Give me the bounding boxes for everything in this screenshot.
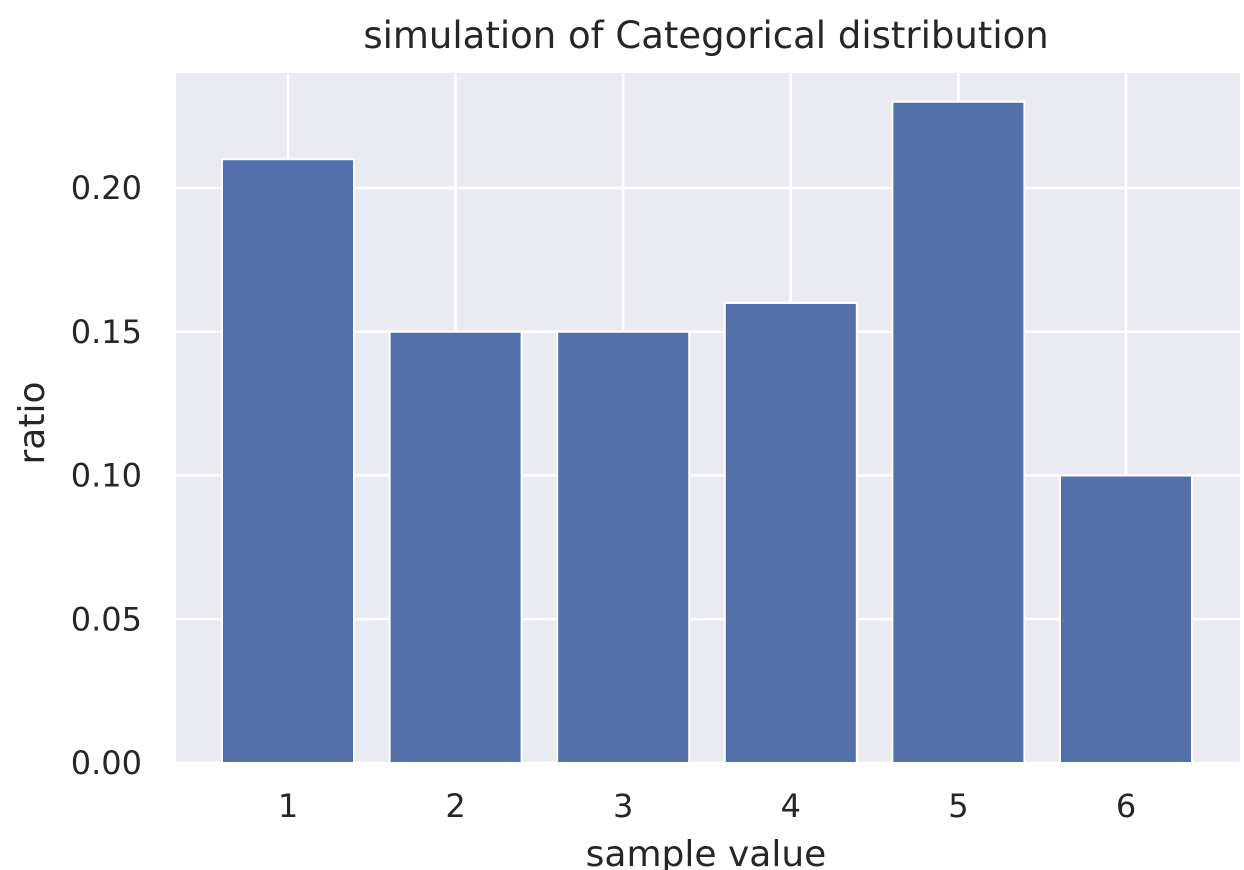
x-tick-label: 1 [278, 787, 298, 825]
x-tick-label: 4 [781, 787, 801, 825]
y-tick-label: 0.05 [71, 600, 142, 638]
bar-2 [388, 330, 523, 764]
x-tick-label: 5 [948, 787, 968, 825]
bar-6 [1059, 474, 1193, 764]
y-tick-label: 0.00 [71, 744, 142, 782]
tick-labels: 0.00 0.05 0.10 0.15 0.20 1 2 3 4 5 6 [71, 169, 1136, 825]
x-tick-label: 6 [1116, 787, 1136, 825]
x-tick-label: 3 [613, 787, 633, 825]
bar-1 [221, 158, 355, 764]
bar-3 [556, 330, 691, 764]
bar-4 [723, 302, 858, 764]
chart-title: simulation of Categorical distribution [363, 14, 1048, 57]
x-axis-label: sample value [586, 834, 827, 870]
bar-5 [891, 100, 1026, 764]
y-tick-label: 0.20 [71, 169, 142, 207]
x-tick-label: 2 [445, 787, 465, 825]
y-tick-label: 0.15 [71, 313, 142, 351]
bars [221, 100, 1193, 764]
y-axis-label: ratio [12, 381, 53, 464]
y-tick-label: 0.10 [71, 457, 142, 495]
